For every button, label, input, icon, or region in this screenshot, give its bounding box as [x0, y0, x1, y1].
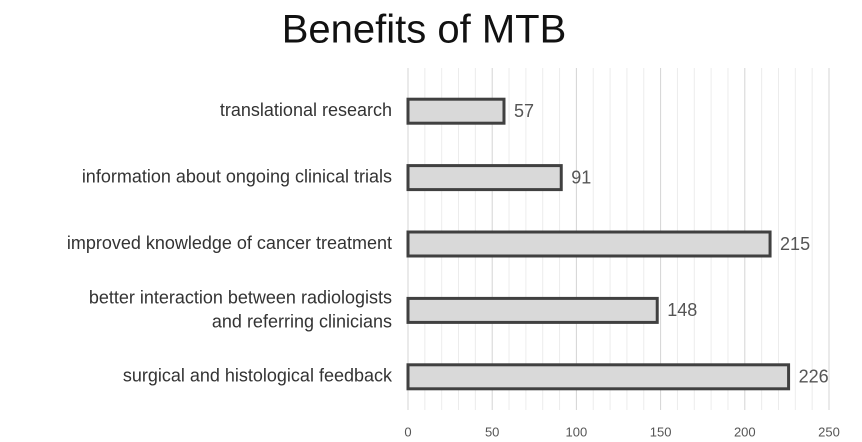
- x-tick-label: 200: [734, 424, 756, 439]
- x-tick-label: 150: [650, 424, 672, 439]
- bar: [406, 97, 506, 125]
- x-tick-label: 250: [818, 424, 840, 439]
- category-label: information about ongoing clinical trial…: [82, 166, 392, 186]
- bar: [406, 296, 659, 324]
- value-label: 57: [514, 101, 534, 121]
- category-label: better interaction between radiologists a…: [89, 287, 392, 331]
- value-label: 215: [780, 234, 810, 254]
- category-label: improved knowledge of cancer treatment: [67, 233, 392, 253]
- value-label: 91: [571, 167, 591, 187]
- category-label: translational research: [220, 100, 392, 120]
- value-label: 148: [667, 300, 697, 320]
- bar: [406, 230, 772, 258]
- bar: [406, 164, 563, 192]
- bar: [406, 363, 791, 391]
- x-tick-label: 0: [404, 424, 411, 439]
- category-label: surgical and histological feedback: [123, 366, 393, 386]
- chart-title: Benefits of MTB: [282, 8, 567, 52]
- value-label: 226: [799, 367, 829, 387]
- x-tick-label: 100: [566, 424, 588, 439]
- x-tick-label: 50: [485, 424, 499, 439]
